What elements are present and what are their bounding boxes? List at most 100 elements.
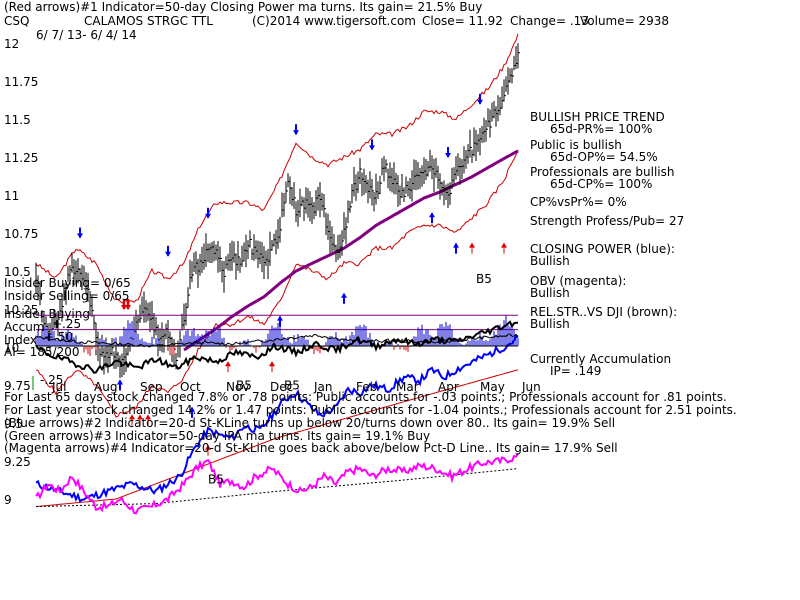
x-tick-label: Jan <box>313 380 333 394</box>
footer-notes: For Last 65 days stock changed 7.8% or .… <box>4 390 737 455</box>
blue-arrow-head <box>205 213 211 219</box>
b5-annotation: B5 <box>476 272 492 286</box>
red-arrow-head <box>129 414 135 420</box>
closing-power-line <box>35 334 519 503</box>
y-tick-label: 12 <box>4 37 19 51</box>
accum-plus25: +.25 <box>52 317 81 331</box>
blue-arrow-head <box>77 233 83 239</box>
upper-band-line <box>35 33 519 304</box>
y-tick-label: 9.5 <box>4 417 23 431</box>
y-tick-label: 11.75 <box>4 75 38 89</box>
blue-arrow-head <box>165 251 171 257</box>
y-axis-ticks: 12 11.75 11.5 11.25 11 10.75 10.5 10.25 10 9.75 9.… <box>4 37 38 507</box>
x-axis-ticks: Jul Aug Sep Oct Nov Dec Jan Feb Mar Apr May Jun <box>51 380 541 394</box>
fund-name: CALAMOS STRGC TTL <box>84 14 213 28</box>
red-arrow-head <box>225 361 231 367</box>
y-tick-label: 10 <box>4 341 19 355</box>
indicator-1-title: (Red arrows)#1 Indicator=50-day Closing … <box>4 0 482 14</box>
ai-value: AI= 185/200 <box>4 345 79 359</box>
signal-arrows: B5 B5 B5 B5 <box>77 93 507 487</box>
x-tick-label: Sep <box>140 380 163 394</box>
price-bands <box>35 33 519 418</box>
red-arrow-head <box>205 444 211 450</box>
blue-arrow-head <box>189 406 195 412</box>
closing-power-ma-line <box>35 369 519 508</box>
b5-annotation: B5 <box>236 378 252 392</box>
x-tick-label: Aug <box>94 380 117 394</box>
footer-line: For Last 65 days stock changed 7.8% or .… <box>4 390 727 404</box>
y-tick-label: 9.75 <box>4 379 31 393</box>
close-value: Close= 11.92 <box>422 14 503 28</box>
blue-arrow-head <box>429 212 435 218</box>
x-tick-label: Jun <box>521 380 541 394</box>
y-tick-label: 10.5 <box>4 265 31 279</box>
footer-line: For Last year stock changed 14.2% or 1.4… <box>4 403 737 417</box>
red-arrow-head <box>269 361 275 367</box>
x-tick-label: Feb <box>356 380 377 394</box>
x-tick-label: Nov <box>226 380 249 394</box>
x-tick-label: Oct <box>180 380 201 394</box>
index-label: Index <box>4 333 37 347</box>
obv-panel <box>35 452 519 515</box>
side-note: Bullish <box>530 254 570 268</box>
closing-power-panel <box>35 334 519 508</box>
obv-line <box>35 452 519 515</box>
footer-line: (Blue arrows)#2 Indicator=20-d St-KLine … <box>4 416 615 430</box>
change-value: Change= .13 <box>510 14 589 28</box>
accumulation-panel <box>32 314 519 390</box>
accum-minus25: -.25 <box>40 373 63 387</box>
red-arrow-head <box>137 414 143 420</box>
lower-band-line <box>35 150 519 418</box>
side-note: IP= .149 <box>550 364 601 378</box>
side-note: CLOSING POWER (blue): <box>530 242 675 256</box>
side-note: CP%vsPr%= 0% <box>530 195 627 209</box>
y-tick-label: 11.5 <box>4 113 31 127</box>
side-note: Bullish <box>530 286 570 300</box>
side-note: 65d-PR%= 100% <box>550 122 652 136</box>
side-note: Public is bullish <box>530 138 622 152</box>
y-tick-label: 10.25 <box>4 303 38 317</box>
y-tick-label: 9.25 <box>4 455 31 469</box>
moving-average-line <box>183 149 519 352</box>
blue-arrow-head <box>277 315 283 321</box>
accum-ma-line <box>35 333 519 348</box>
blue-arrow-head <box>477 99 483 105</box>
ticker-symbol: CSQ <box>4 14 29 28</box>
side-note: 65d-CP%= 100% <box>550 177 652 191</box>
relative-strength-line <box>35 320 518 374</box>
copyright: (C)2014 www.tigersoft.com <box>252 14 416 28</box>
side-note: BULLISH PRICE TREND <box>530 110 665 124</box>
y-tick-label: 11 <box>4 189 19 203</box>
side-note: Professionals are bullish <box>530 165 675 179</box>
volume-value: Volume= 2938 <box>580 14 669 28</box>
red-arrow-head <box>501 242 507 248</box>
side-note: REL.STR..VS DJI (brown): <box>530 305 677 319</box>
x-tick-label: May <box>480 380 505 394</box>
blue-arrow-head <box>293 130 299 136</box>
blue-arrow-head <box>445 153 451 158</box>
side-note: Currently Accumulation <box>530 352 671 366</box>
side-note: 65d-OP%= 54.5% <box>550 150 658 164</box>
x-tick-label: Apr <box>438 380 459 394</box>
b5-annotation: B5 <box>208 473 224 487</box>
insider-buying-count: Insider Buying= 0/65 <box>4 276 131 290</box>
side-note: OBV (magenta): <box>530 274 626 288</box>
x-tick-label: Dec <box>270 380 293 394</box>
y-tick-label: 11.25 <box>4 151 38 165</box>
red-arrow-head <box>145 414 151 420</box>
blue-arrow-head <box>369 145 375 151</box>
y-tick-label: 10.75 <box>4 227 38 241</box>
blue-arrow-head <box>341 292 347 298</box>
y-tick-label: 9 <box>4 493 12 507</box>
blue-arrow-head <box>453 242 459 248</box>
red-arrow-head <box>125 305 131 310</box>
red-arrow-head <box>469 242 475 248</box>
insider-selling-count: Insider Selling= 0/65 <box>4 289 130 303</box>
side-note: Bullish <box>530 317 570 331</box>
accum-label: Accum <box>4 320 45 334</box>
blue-arrow-head <box>117 379 123 385</box>
footer-line: (Green arrows)#3 Indicator=50-day IPA ma… <box>4 429 430 443</box>
date-range: 6/ 7/ 13- 6/ 4/ 14 <box>36 28 137 42</box>
